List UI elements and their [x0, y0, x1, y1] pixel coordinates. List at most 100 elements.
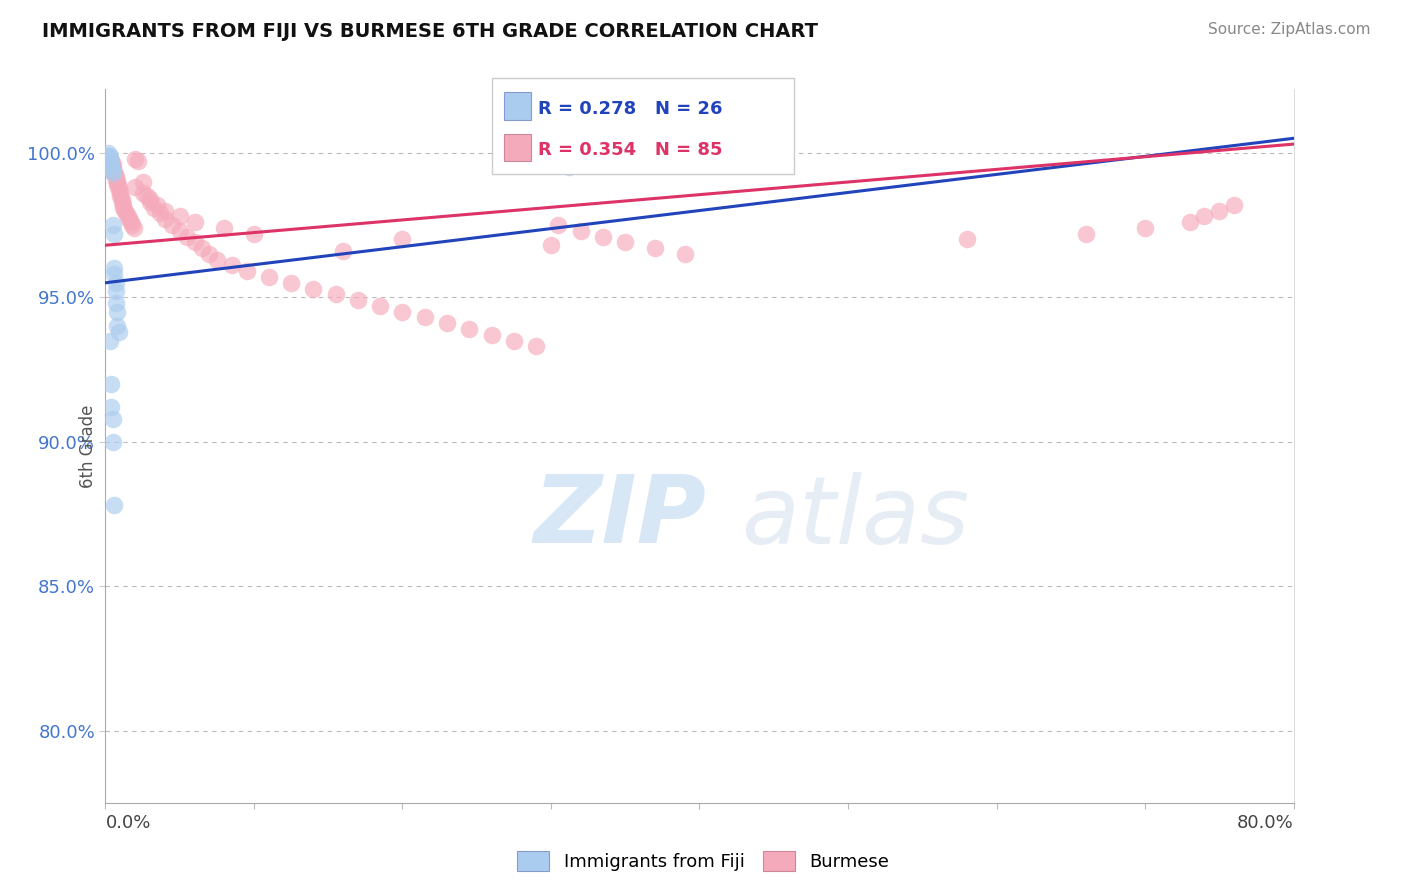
Point: [139, 192, 162, 206]
Point: [101, 434, 124, 449]
Point: [136, 189, 159, 203]
Point: [98, 152, 121, 166]
Point: [221, 259, 243, 273]
Point: [540, 157, 562, 171]
Point: [100, 376, 122, 391]
Point: [139, 194, 162, 209]
Point: [644, 241, 666, 255]
Point: [673, 247, 696, 261]
Point: [176, 229, 198, 244]
Point: [97, 145, 120, 160]
Point: [110, 189, 132, 203]
Text: ZIP: ZIP: [533, 471, 706, 564]
Point: [111, 192, 134, 206]
Point: [114, 203, 136, 218]
Point: [104, 296, 127, 310]
Point: [558, 160, 581, 174]
Point: [325, 287, 347, 301]
Point: [547, 157, 569, 171]
Point: [105, 319, 128, 334]
Point: [169, 210, 191, 224]
Point: [191, 241, 214, 255]
Point: [524, 339, 547, 353]
Point: [502, 334, 524, 348]
Point: [103, 166, 125, 180]
Point: [127, 154, 149, 169]
Point: [458, 322, 481, 336]
Point: [956, 232, 979, 246]
Point: [347, 293, 370, 307]
Point: [115, 206, 138, 220]
Text: atlas: atlas: [741, 472, 969, 563]
Point: [103, 498, 125, 512]
Point: [111, 194, 134, 209]
Point: [100, 157, 122, 171]
Point: [1194, 210, 1216, 224]
Point: [104, 171, 127, 186]
Point: [120, 215, 142, 229]
Point: [124, 152, 146, 166]
Point: [510, 152, 533, 166]
Point: [533, 154, 555, 169]
Point: [614, 235, 637, 250]
Point: [103, 261, 125, 276]
Text: 80.0%: 80.0%: [1237, 814, 1294, 831]
Point: [391, 304, 413, 318]
Point: [98, 154, 121, 169]
Point: [101, 218, 124, 232]
Point: [108, 183, 131, 197]
Point: [124, 180, 146, 194]
Point: [183, 235, 205, 250]
Point: [101, 166, 124, 180]
Point: [104, 285, 127, 299]
Point: [110, 186, 132, 201]
Point: [104, 169, 127, 183]
Point: [413, 310, 436, 325]
Point: [101, 163, 124, 178]
Point: [112, 198, 135, 212]
Point: [97, 148, 120, 162]
Point: [108, 325, 131, 339]
Point: [540, 238, 562, 252]
Point: [117, 210, 139, 224]
Legend: Immigrants from Fiji, Burmese: Immigrants from Fiji, Burmese: [509, 844, 897, 879]
Point: [280, 276, 302, 290]
Point: [547, 218, 569, 232]
Point: [368, 299, 391, 313]
Point: [100, 157, 122, 171]
Point: [105, 175, 128, 189]
Point: [118, 212, 141, 227]
Point: [104, 276, 127, 290]
Point: [108, 180, 131, 194]
Point: [183, 215, 205, 229]
Point: [98, 148, 121, 162]
Point: [1178, 215, 1201, 229]
Point: [131, 175, 153, 189]
Point: [235, 264, 257, 278]
Point: [517, 154, 540, 169]
Y-axis label: 6th Grade: 6th Grade: [79, 404, 97, 488]
Point: [198, 247, 221, 261]
Point: [101, 160, 124, 174]
Point: [146, 198, 169, 212]
Point: [105, 178, 128, 192]
Point: [149, 206, 172, 220]
Text: IMMIGRANTS FROM FIJI VS BURMESE 6TH GRADE CORRELATION CHART: IMMIGRANTS FROM FIJI VS BURMESE 6TH GRAD…: [42, 22, 818, 41]
Point: [98, 154, 121, 169]
Point: [131, 186, 153, 201]
Point: [1133, 220, 1156, 235]
Point: [1208, 203, 1230, 218]
Point: [332, 244, 354, 258]
Point: [169, 224, 191, 238]
Point: [98, 152, 121, 166]
Point: [105, 175, 128, 189]
Point: [143, 201, 166, 215]
Point: [1223, 198, 1246, 212]
Point: [103, 267, 125, 281]
Point: [153, 212, 176, 227]
Text: 0.0%: 0.0%: [105, 814, 150, 831]
Text: R = 0.278   N = 26: R = 0.278 N = 26: [538, 100, 723, 118]
Point: [153, 203, 176, 218]
Point: [214, 220, 236, 235]
Point: [100, 157, 122, 171]
